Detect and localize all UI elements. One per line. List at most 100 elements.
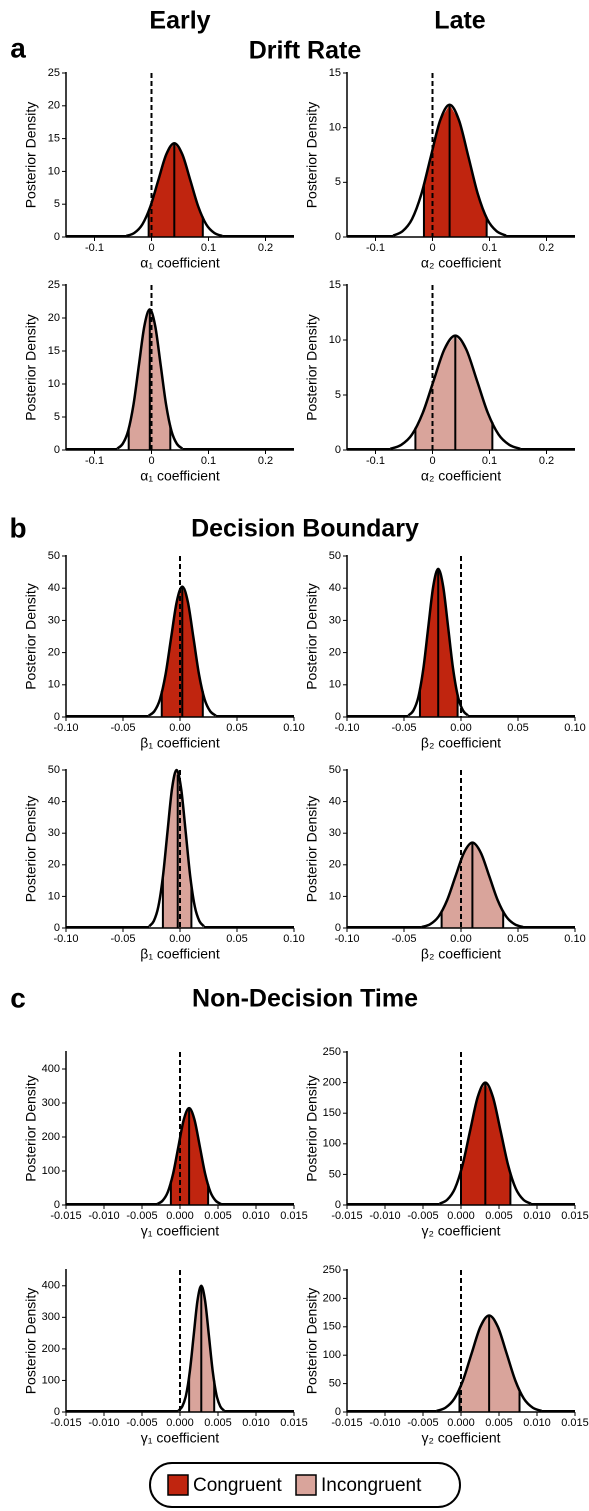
density-curve bbox=[389, 334, 521, 450]
x-tick-label: 0.2 bbox=[539, 455, 554, 467]
y-tick-label: 50 bbox=[329, 550, 341, 562]
panel-letter: a bbox=[10, 32, 26, 63]
x-tick-label: -0.05 bbox=[110, 722, 135, 734]
x-tick-label: 0.000 bbox=[447, 1210, 475, 1222]
x-tick-label: 0 bbox=[429, 455, 435, 467]
legend-label: Incongruent bbox=[321, 1475, 422, 1496]
x-axis-label: β₁ coefficient bbox=[140, 946, 220, 962]
density-curve bbox=[436, 1314, 542, 1413]
density-curve bbox=[148, 768, 205, 928]
x-axis-label: β₂ coefficient bbox=[421, 735, 501, 751]
legend-label: Congruent bbox=[193, 1475, 282, 1496]
y-axis-label: Posterior Density bbox=[304, 583, 320, 690]
density-curve bbox=[156, 1106, 222, 1206]
y-tick-label: 50 bbox=[329, 1378, 341, 1390]
y-tick-label: 5 bbox=[335, 389, 341, 401]
density-curve bbox=[148, 585, 217, 717]
y-tick-label: 200 bbox=[42, 1131, 60, 1143]
density-curve bbox=[116, 308, 184, 450]
y-tick-label: 10 bbox=[329, 890, 341, 902]
x-tick-label: 0.005 bbox=[204, 1417, 232, 1429]
y-axis-label: Posterior Density bbox=[23, 1075, 39, 1182]
x-tick-label: 0.010 bbox=[242, 1417, 270, 1429]
x-tick-label: -0.015 bbox=[331, 1210, 362, 1222]
x-tick-label: -0.010 bbox=[369, 1210, 400, 1222]
column-header: Early bbox=[149, 7, 210, 35]
y-tick-label: 100 bbox=[323, 1349, 341, 1361]
x-tick-label: -0.10 bbox=[334, 722, 359, 734]
x-tick-label: -0.005 bbox=[126, 1417, 157, 1429]
x-tick-label: 0.015 bbox=[280, 1210, 308, 1222]
y-tick-label: 100 bbox=[323, 1138, 341, 1150]
x-tick-label: 0.1 bbox=[201, 242, 216, 254]
x-tick-label: -0.005 bbox=[407, 1417, 438, 1429]
y-axis-label: Posterior Density bbox=[304, 102, 320, 209]
x-tick-label: -0.015 bbox=[50, 1210, 81, 1222]
panel-letter: b bbox=[9, 512, 26, 543]
y-tick-label: 150 bbox=[323, 1107, 341, 1119]
y-tick-label: 15 bbox=[329, 67, 341, 79]
y-tick-label: 0 bbox=[54, 1199, 60, 1211]
y-tick-label: 150 bbox=[323, 1321, 341, 1333]
y-tick-label: 10 bbox=[329, 122, 341, 134]
density-curve bbox=[392, 103, 507, 237]
x-tick-label: 0.05 bbox=[226, 933, 247, 945]
y-tick-label: 300 bbox=[42, 1311, 60, 1323]
y-tick-label: 400 bbox=[42, 1063, 60, 1075]
x-axis-label: α₂ coefficient bbox=[421, 255, 501, 271]
y-axis-label: Posterior Density bbox=[23, 583, 39, 690]
y-tick-label: 50 bbox=[48, 550, 60, 562]
panel-title: Drift Rate bbox=[249, 37, 362, 65]
y-axis-label: Posterior Density bbox=[23, 796, 39, 903]
x-tick-label: 0.00 bbox=[450, 722, 471, 734]
y-tick-label: 0 bbox=[335, 922, 341, 934]
x-tick-label: -0.015 bbox=[50, 1417, 81, 1429]
y-tick-label: 20 bbox=[329, 859, 341, 871]
density-curve bbox=[177, 1284, 226, 1412]
density-curve bbox=[421, 841, 524, 929]
x-tick-label: -0.010 bbox=[88, 1417, 119, 1429]
legend-swatch bbox=[295, 1474, 317, 1496]
x-tick-label: 0.2 bbox=[258, 455, 273, 467]
y-tick-label: 250 bbox=[323, 1046, 341, 1058]
x-tick-label: -0.05 bbox=[391, 722, 416, 734]
x-tick-label: 0.05 bbox=[507, 722, 528, 734]
y-tick-label: 15 bbox=[48, 133, 60, 145]
x-tick-label: -0.005 bbox=[126, 1210, 157, 1222]
panel-letter: c bbox=[10, 982, 26, 1013]
x-axis-label: β₁ coefficient bbox=[140, 735, 220, 751]
density-curve bbox=[407, 567, 469, 717]
x-tick-label: 0.2 bbox=[258, 242, 273, 254]
x-tick-label: -0.005 bbox=[407, 1210, 438, 1222]
y-axis-label: Posterior Density bbox=[23, 314, 39, 421]
y-tick-label: 0 bbox=[54, 231, 60, 243]
y-tick-label: 0 bbox=[335, 1406, 341, 1418]
x-tick-label: 0 bbox=[148, 242, 154, 254]
x-tick-label: 0.10 bbox=[283, 933, 304, 945]
y-axis-label: Posterior Density bbox=[23, 1288, 39, 1395]
x-tick-label: -0.015 bbox=[331, 1417, 362, 1429]
x-axis-label: γ₁ coefficient bbox=[141, 1430, 220, 1446]
y-tick-label: 0 bbox=[54, 1406, 60, 1418]
density-curve bbox=[439, 1081, 532, 1205]
y-tick-label: 20 bbox=[48, 859, 60, 871]
y-tick-label: 200 bbox=[323, 1077, 341, 1089]
y-tick-label: 50 bbox=[329, 764, 341, 776]
x-tick-label: 0.00 bbox=[169, 933, 190, 945]
x-tick-label: 0.05 bbox=[226, 722, 247, 734]
y-tick-label: 25 bbox=[48, 279, 60, 291]
y-tick-label: 10 bbox=[48, 890, 60, 902]
column-header: Late bbox=[434, 7, 486, 35]
x-tick-label: -0.1 bbox=[366, 242, 385, 254]
y-axis-label: Posterior Density bbox=[304, 1075, 320, 1182]
y-tick-label: 40 bbox=[48, 796, 60, 808]
y-tick-label: 10 bbox=[48, 165, 60, 177]
x-tick-label: 0.10 bbox=[564, 722, 585, 734]
y-tick-label: 30 bbox=[48, 614, 60, 626]
x-tick-label: 0.2 bbox=[539, 242, 554, 254]
x-tick-label: -0.05 bbox=[110, 933, 135, 945]
y-tick-label: 200 bbox=[42, 1343, 60, 1355]
x-tick-label: 0.005 bbox=[485, 1210, 513, 1222]
x-tick-label: 0.1 bbox=[201, 455, 216, 467]
credible-interval bbox=[148, 143, 203, 237]
